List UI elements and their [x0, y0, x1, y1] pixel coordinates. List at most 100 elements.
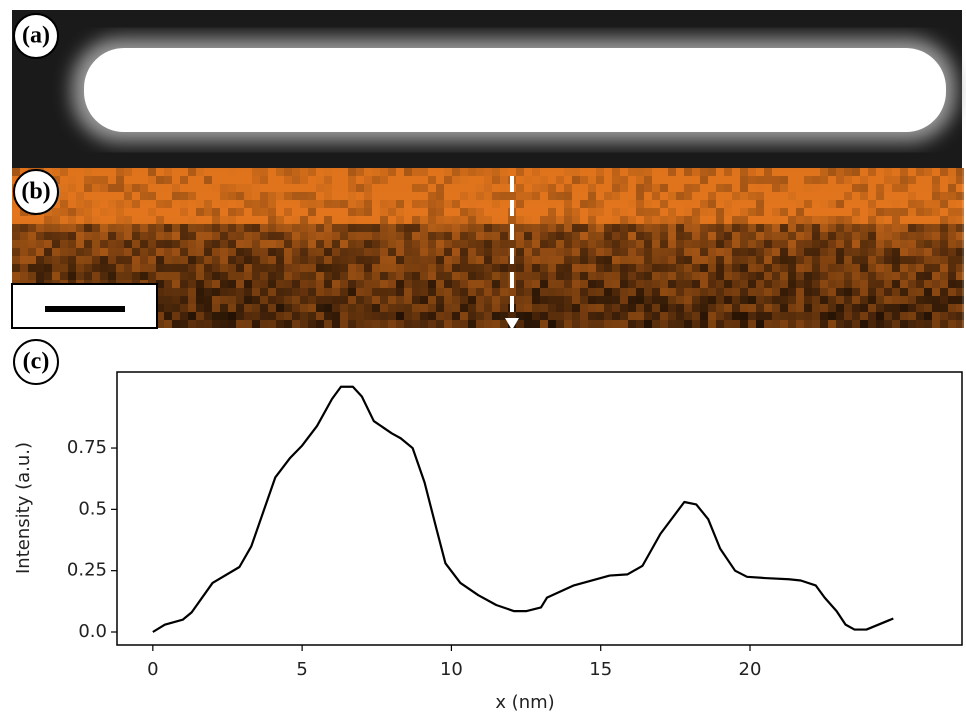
pixel — [444, 184, 452, 192]
pixel — [44, 232, 52, 240]
pixel — [532, 240, 540, 248]
pixel — [668, 272, 676, 280]
pixel — [820, 304, 828, 312]
pixel — [772, 192, 780, 200]
panel-label: (c) — [23, 349, 50, 375]
pixel — [884, 296, 892, 304]
pixel — [628, 256, 636, 264]
pixel — [740, 168, 748, 176]
pixel — [388, 280, 396, 288]
pixel — [652, 200, 660, 208]
pixel — [852, 216, 860, 224]
pixel — [724, 264, 732, 272]
pixel — [596, 208, 604, 216]
pixel — [588, 216, 596, 224]
pixel — [444, 272, 452, 280]
pixel — [316, 176, 324, 184]
pixel — [20, 168, 28, 176]
pixel — [28, 240, 36, 248]
pixel — [860, 320, 868, 328]
pixel — [292, 256, 300, 264]
pixel — [892, 232, 900, 240]
pixel — [468, 200, 476, 208]
pixel — [780, 168, 788, 176]
pixel — [692, 184, 700, 192]
pixel — [924, 184, 932, 192]
pixel — [356, 240, 364, 248]
pixel — [956, 224, 964, 232]
pixel — [28, 272, 36, 280]
pixel — [732, 240, 740, 248]
pixel — [484, 208, 492, 216]
pixel — [476, 168, 484, 176]
pixel — [76, 224, 84, 232]
pixel — [364, 280, 372, 288]
pixel — [196, 224, 204, 232]
pixel — [756, 192, 764, 200]
pixel — [580, 176, 588, 184]
pixel — [604, 184, 612, 192]
pixel — [108, 200, 116, 208]
pixel — [460, 184, 468, 192]
pixel — [924, 288, 932, 296]
pixel — [628, 296, 636, 304]
pixel — [380, 248, 388, 256]
pixel — [892, 224, 900, 232]
pixel — [204, 264, 212, 272]
pixel — [252, 224, 260, 232]
pixel — [628, 200, 636, 208]
pixel — [804, 168, 812, 176]
pixel — [716, 224, 724, 232]
pixel — [340, 312, 348, 320]
pixel — [644, 224, 652, 232]
pixel — [412, 216, 420, 224]
pixel — [868, 248, 876, 256]
pixel — [684, 304, 692, 312]
pixel — [108, 272, 116, 280]
pixel — [492, 256, 500, 264]
pixel — [548, 168, 556, 176]
pixel — [756, 320, 764, 328]
pixel — [948, 240, 956, 248]
pixel — [916, 216, 924, 224]
pixel — [404, 272, 412, 280]
pixel — [268, 256, 276, 264]
pixel — [156, 216, 164, 224]
pixel — [148, 216, 156, 224]
pixel — [236, 304, 244, 312]
pixel — [332, 184, 340, 192]
pixel — [708, 280, 716, 288]
pixel — [396, 320, 404, 328]
pixel — [52, 168, 60, 176]
pixel — [316, 208, 324, 216]
pixel — [452, 248, 460, 256]
pixel — [524, 304, 532, 312]
pixel — [420, 216, 428, 224]
pixel — [68, 224, 76, 232]
pixel — [740, 288, 748, 296]
pixel — [60, 208, 68, 216]
pixel — [788, 240, 796, 248]
pixel — [460, 320, 468, 328]
pixel — [452, 288, 460, 296]
pixel — [660, 280, 668, 288]
pixel — [708, 216, 716, 224]
pixel — [124, 192, 132, 200]
pixel — [652, 192, 660, 200]
pixel — [796, 304, 804, 312]
pixel — [220, 320, 228, 328]
pixel — [636, 304, 644, 312]
pixel — [676, 280, 684, 288]
pixel — [196, 288, 204, 296]
pixel — [604, 272, 612, 280]
pixel — [84, 224, 92, 232]
pixel — [868, 320, 876, 328]
pixel — [140, 168, 148, 176]
pixel — [524, 240, 532, 248]
pixel — [204, 256, 212, 264]
pixel — [196, 200, 204, 208]
pixel — [308, 184, 316, 192]
pixel — [412, 296, 420, 304]
pixel — [268, 272, 276, 280]
pixel — [460, 240, 468, 248]
